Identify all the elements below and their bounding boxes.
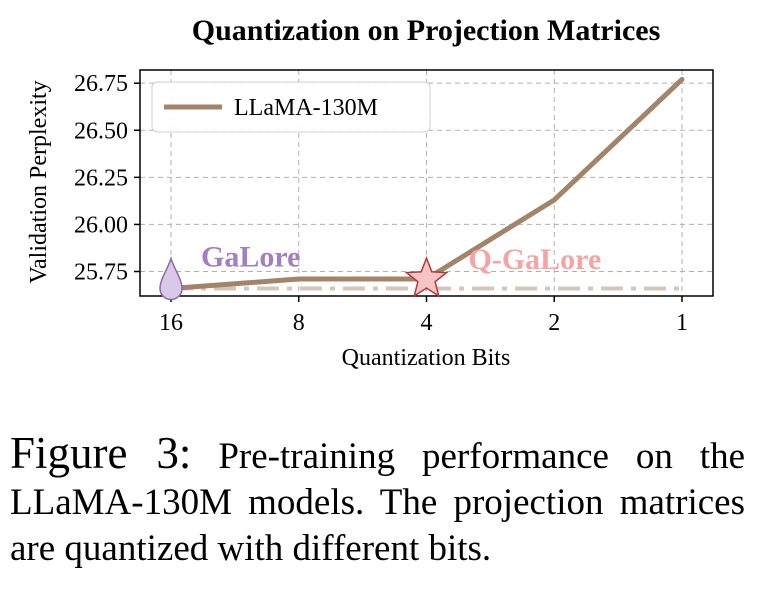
y-tick-label: 26.25 xyxy=(74,165,128,191)
x-tick-label: 2 xyxy=(548,310,560,336)
chart: Quantization on Projection Matrices 16 8 4… xyxy=(26,14,714,371)
y-axis-label: Validation Perplexity xyxy=(26,80,52,283)
y-tick-label: 26.00 xyxy=(74,212,128,238)
plot-area: 16 8 4 2 1 25.75 26.00 26.25 26.50 26.75 LLaMA-130… xyxy=(74,69,714,336)
drop-icon xyxy=(159,255,183,301)
legend-box xyxy=(151,81,431,133)
y-tick-label: 25.75 xyxy=(74,260,128,286)
figure-caption: Figure 3: Pre-training performance on th… xyxy=(10,430,745,572)
x-tick-label: 1 xyxy=(676,310,688,336)
star-icon xyxy=(404,256,449,298)
x-tick-label: 16 xyxy=(159,310,183,336)
legend-label: LLaMA-130M xyxy=(234,95,378,121)
caption-label: Figure 3: xyxy=(10,428,192,478)
x-tick-label: 4 xyxy=(421,310,433,336)
chart-title: Quantization on Projection Matrices xyxy=(192,14,661,47)
y-tick-label: 26.50 xyxy=(74,118,128,144)
caption-text: Pre-training performance on the LLaMA-13… xyxy=(10,436,745,569)
y-tick-label: 26.75 xyxy=(74,71,128,97)
annotation-q-galore: Q-GaLore xyxy=(469,243,602,276)
x-tick-label: 8 xyxy=(293,310,305,336)
x-axis-label: Quantization Bits xyxy=(342,345,511,371)
annotation-galore: GaLore xyxy=(201,240,300,273)
